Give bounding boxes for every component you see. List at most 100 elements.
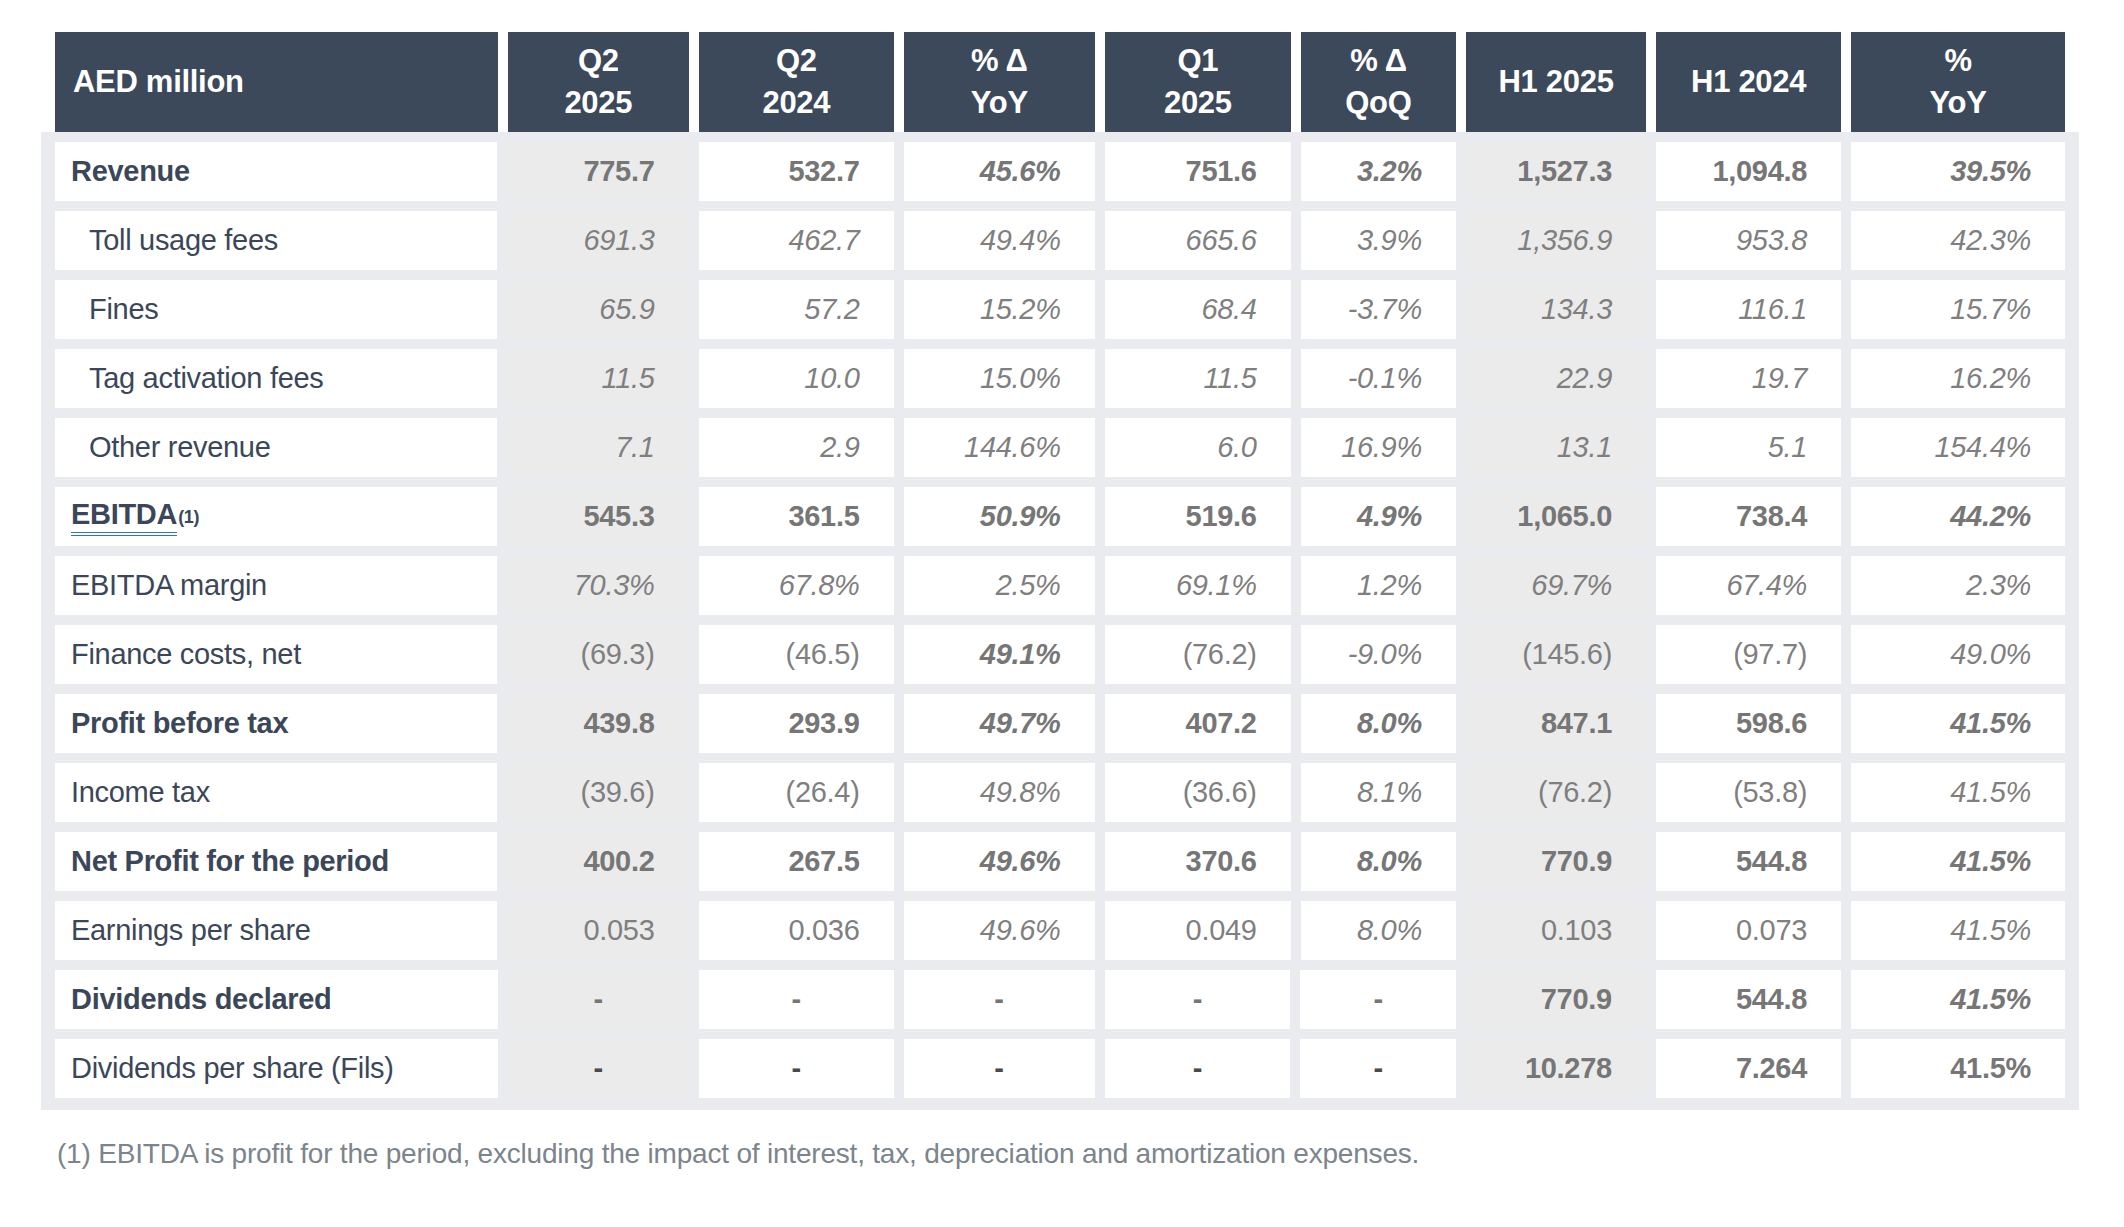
table-row: Fines65.957.215.2%68.4-3.7%134.3116.115.… [55, 280, 2065, 339]
value-cell-pct-delta-qoq: 16.9% [1301, 418, 1456, 477]
value-cell-pct-delta-yoy: 144.6% [904, 418, 1095, 477]
value-cell-h1-2025: (145.6) [1466, 625, 1646, 684]
value-cell-q2-2024: 267.5 [699, 832, 894, 891]
value-cell-h1-2024: 738.4 [1656, 487, 1841, 546]
value-cell-pct-yoy: 41.5% [1851, 970, 2065, 1029]
value-cell-pct-delta-qoq: 8.0% [1301, 694, 1456, 753]
table-header-row: AED million Q2 2025Q2 2024% Δ YoYQ1 2025… [55, 32, 2065, 132]
value-cell-pct-yoy: 42.3% [1851, 211, 2065, 270]
value-cell-q2-2025: 7.1 [507, 418, 688, 477]
value-cell-h1-2025: 69.7% [1466, 556, 1646, 615]
value-cell-q2-2024: 462.7 [699, 211, 894, 270]
row-label: Earnings per share [71, 914, 311, 947]
row-label: Finance costs, net [71, 638, 301, 671]
value-cell-q1-2025: (76.2) [1105, 625, 1291, 684]
row-label: Fines [89, 293, 158, 326]
table-row: Dividends declared-----770.9544.841.5% [55, 970, 2065, 1029]
row-label: Toll usage fees [89, 224, 278, 257]
value-cell-q1-2025: 665.6 [1105, 211, 1291, 270]
row-label-cell: Revenue [55, 142, 497, 201]
value-cell-q2-2024: 361.5 [699, 487, 894, 546]
table-row: EBITDA(1)545.3361.550.9%519.64.9%1,065.0… [55, 487, 2065, 546]
value-cell-q2-2024: 293.9 [699, 694, 894, 753]
value-cell-q1-2025: 751.6 [1105, 142, 1291, 201]
value-cell-q2-2025: 65.9 [507, 280, 688, 339]
row-label-cell: Income tax [55, 763, 497, 822]
value-cell-pct-yoy: 15.7% [1851, 280, 2065, 339]
value-cell-pct-yoy: 16.2% [1851, 349, 2065, 408]
value-cell-h1-2025: 847.1 [1466, 694, 1646, 753]
table-row: Earnings per share0.0530.03649.6%0.0498.… [55, 901, 2065, 960]
value-cell-h1-2025: 770.9 [1466, 970, 1646, 1029]
value-cell-pct-delta-yoy: 49.7% [904, 694, 1095, 753]
row-label: Profit before tax [71, 707, 288, 740]
value-cell-pct-delta-qoq: 8.0% [1301, 832, 1456, 891]
row-label: Net Profit for the period [71, 845, 389, 878]
value-cell-pct-delta-yoy: 49.4% [904, 211, 1095, 270]
table-row: EBITDA margin70.3%67.8%2.5%69.1%1.2%69.7… [55, 556, 2065, 615]
value-cell-pct-yoy: 41.5% [1851, 901, 2065, 960]
value-cell-pct-delta-qoq: - [1300, 970, 1455, 1029]
value-cell-pct-yoy: 39.5% [1851, 142, 2065, 201]
row-label-cell: Tag activation fees [55, 349, 497, 408]
value-cell-q2-2024: (46.5) [699, 625, 894, 684]
value-cell-h1-2024: 116.1 [1656, 280, 1841, 339]
table-row: Dividends per share (Fils)-----10.2787.2… [55, 1039, 2065, 1098]
table-row: Tag activation fees11.510.015.0%11.5-0.1… [55, 349, 2065, 408]
value-cell-q2-2025: 439.8 [507, 694, 688, 753]
value-cell-q2-2025: - [508, 1039, 689, 1098]
value-cell-pct-yoy: 41.5% [1851, 832, 2065, 891]
value-cell-pct-yoy: 49.0% [1851, 625, 2065, 684]
row-label: Revenue [71, 155, 190, 188]
value-cell-q2-2025: 691.3 [507, 211, 688, 270]
value-cell-pct-delta-yoy: 45.6% [904, 142, 1095, 201]
value-cell-h1-2024: 953.8 [1656, 211, 1841, 270]
row-label-cell: Dividends declared [55, 970, 498, 1029]
column-header-h1-2025: H1 2025 [1466, 32, 1646, 132]
value-cell-h1-2024: 19.7 [1656, 349, 1841, 408]
value-cell-q2-2024: 10.0 [699, 349, 894, 408]
row-label-cell: EBITDA(1) [55, 487, 497, 546]
value-cell-pct-delta-yoy: 49.1% [904, 625, 1095, 684]
value-cell-pct-delta-qoq: -9.0% [1301, 625, 1456, 684]
value-cell-h1-2025: 1,527.3 [1466, 142, 1646, 201]
value-cell-q2-2025: (69.3) [507, 625, 688, 684]
value-cell-h1-2024: 67.4% [1656, 556, 1841, 615]
value-cell-pct-delta-yoy: 49.6% [904, 832, 1095, 891]
value-cell-q2-2024: (26.4) [699, 763, 894, 822]
value-cell-q1-2025: 519.6 [1105, 487, 1291, 546]
value-cell-h1-2024: 544.8 [1656, 970, 1841, 1029]
ebitda-footnote-link[interactable]: EBITDA [71, 498, 177, 536]
column-header-q2-2025: Q2 2025 [508, 32, 689, 132]
row-label-cell: EBITDA margin [55, 556, 497, 615]
value-cell-h1-2024: (53.8) [1656, 763, 1841, 822]
value-cell-q2-2025: - [508, 970, 689, 1029]
value-cell-h1-2025: 770.9 [1466, 832, 1646, 891]
value-cell-q1-2025: 0.049 [1105, 901, 1291, 960]
row-label-cell: Toll usage fees [55, 211, 497, 270]
value-cell-q1-2025: 11.5 [1105, 349, 1291, 408]
row-label: EBITDA margin [71, 569, 267, 602]
row-label: Income tax [71, 776, 210, 809]
value-cell-pct-delta-qoq: 1.2% [1301, 556, 1456, 615]
table-row: Finance costs, net (69.3)(46.5)49.1%(76.2… [55, 625, 2065, 684]
value-cell-h1-2025: 22.9 [1466, 349, 1646, 408]
row-label: Dividends per share (Fils) [71, 1052, 394, 1085]
value-cell-pct-yoy: 41.5% [1851, 763, 2065, 822]
value-cell-h1-2024: (97.7) [1656, 625, 1841, 684]
value-cell-h1-2024: 0.073 [1656, 901, 1841, 960]
value-cell-q1-2025: - [1105, 1039, 1291, 1098]
column-header-q1-2025: Q1 2025 [1105, 32, 1291, 132]
value-cell-h1-2024: 598.6 [1656, 694, 1841, 753]
value-cell-q2-2024: 57.2 [699, 280, 894, 339]
row-label-cell: Earnings per share [55, 901, 497, 960]
table-row: Revenue775.7532.745.6%751.63.2%1,527.31,… [55, 142, 2065, 201]
financial-results-table: AED million Q2 2025Q2 2024% Δ YoYQ1 2025… [55, 32, 2065, 1110]
value-cell-h1-2025: 1,356.9 [1466, 211, 1646, 270]
table-row: Toll usage fees691.3462.749.4%665.63.9%1… [55, 211, 2065, 270]
value-cell-q2-2025: 70.3% [507, 556, 688, 615]
value-cell-pct-delta-yoy: 15.0% [904, 349, 1095, 408]
value-cell-pct-delta-qoq: -0.1% [1301, 349, 1456, 408]
column-header-pct-yoy: % YoY [1851, 32, 2065, 132]
value-cell-pct-delta-yoy: 49.6% [904, 901, 1095, 960]
